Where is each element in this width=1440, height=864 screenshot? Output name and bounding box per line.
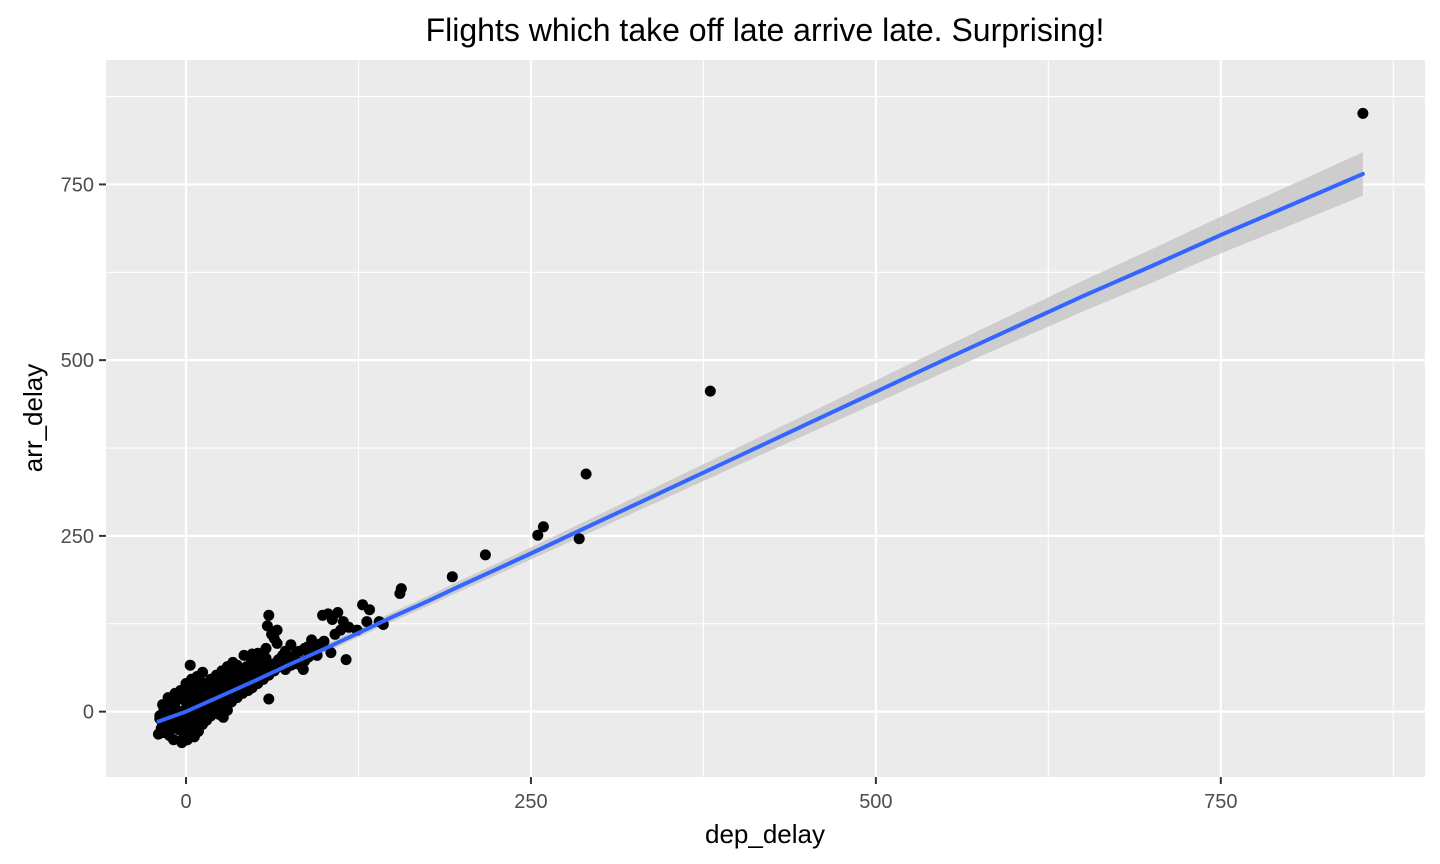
data-point — [238, 649, 250, 661]
smooth-line-layer — [156, 171, 1365, 724]
data-point — [181, 728, 193, 740]
data-point — [1357, 107, 1369, 119]
x-axis-title: dep_delay — [705, 819, 825, 849]
data-point — [266, 628, 278, 640]
data-point — [242, 685, 254, 696]
y-axis-ticks: 0 250 500 750 — [61, 174, 106, 724]
data-point — [197, 666, 209, 678]
data-point — [244, 665, 255, 677]
x-tick-label: 750 — [1204, 791, 1237, 813]
data-point — [317, 609, 329, 621]
x-tick-label: 500 — [859, 791, 892, 813]
major-grid — [106, 60, 1425, 777]
x-tick-label: 0 — [180, 791, 191, 813]
confidence-ribbon-layer — [158, 152, 1363, 726]
y-tick-label: 0 — [83, 702, 94, 724]
data-point — [325, 647, 337, 659]
x-axis-ticks: 0 250 500 750 — [180, 777, 1237, 813]
data-point — [227, 656, 239, 668]
chart-title: Flights which take off late arrive late.… — [426, 12, 1105, 48]
data-point — [340, 654, 352, 666]
y-axis-title: arr_delay — [18, 364, 48, 472]
data-point — [263, 609, 275, 621]
y-tick-label: 750 — [61, 174, 94, 196]
data-point — [176, 717, 188, 729]
data-point — [361, 616, 373, 628]
confidence-ribbon — [158, 152, 1363, 726]
data-point — [394, 588, 406, 599]
data-point — [263, 693, 275, 705]
data-point — [573, 533, 585, 545]
data-point — [580, 468, 592, 480]
data-point — [318, 635, 330, 647]
data-point — [279, 645, 291, 657]
y-tick-label: 500 — [61, 350, 94, 372]
data-point — [186, 673, 197, 685]
x-tick-label: 250 — [514, 791, 547, 813]
data-point — [343, 621, 355, 633]
data-point — [260, 642, 272, 654]
data-point — [261, 620, 273, 632]
data-point — [479, 549, 491, 561]
data-point — [704, 385, 716, 397]
data-point — [446, 571, 458, 583]
y-tick-label: 250 — [61, 526, 94, 548]
data-point — [184, 659, 196, 671]
data-point — [213, 678, 225, 689]
plot-panel — [106, 60, 1425, 777]
data-point — [290, 647, 302, 659]
data-point — [260, 652, 272, 664]
data-point — [228, 671, 240, 682]
data-point — [357, 599, 369, 611]
smooth-line — [156, 171, 1365, 724]
data-point — [532, 529, 544, 541]
data-point — [168, 734, 180, 746]
data-point — [537, 521, 549, 533]
data-point — [158, 721, 170, 733]
